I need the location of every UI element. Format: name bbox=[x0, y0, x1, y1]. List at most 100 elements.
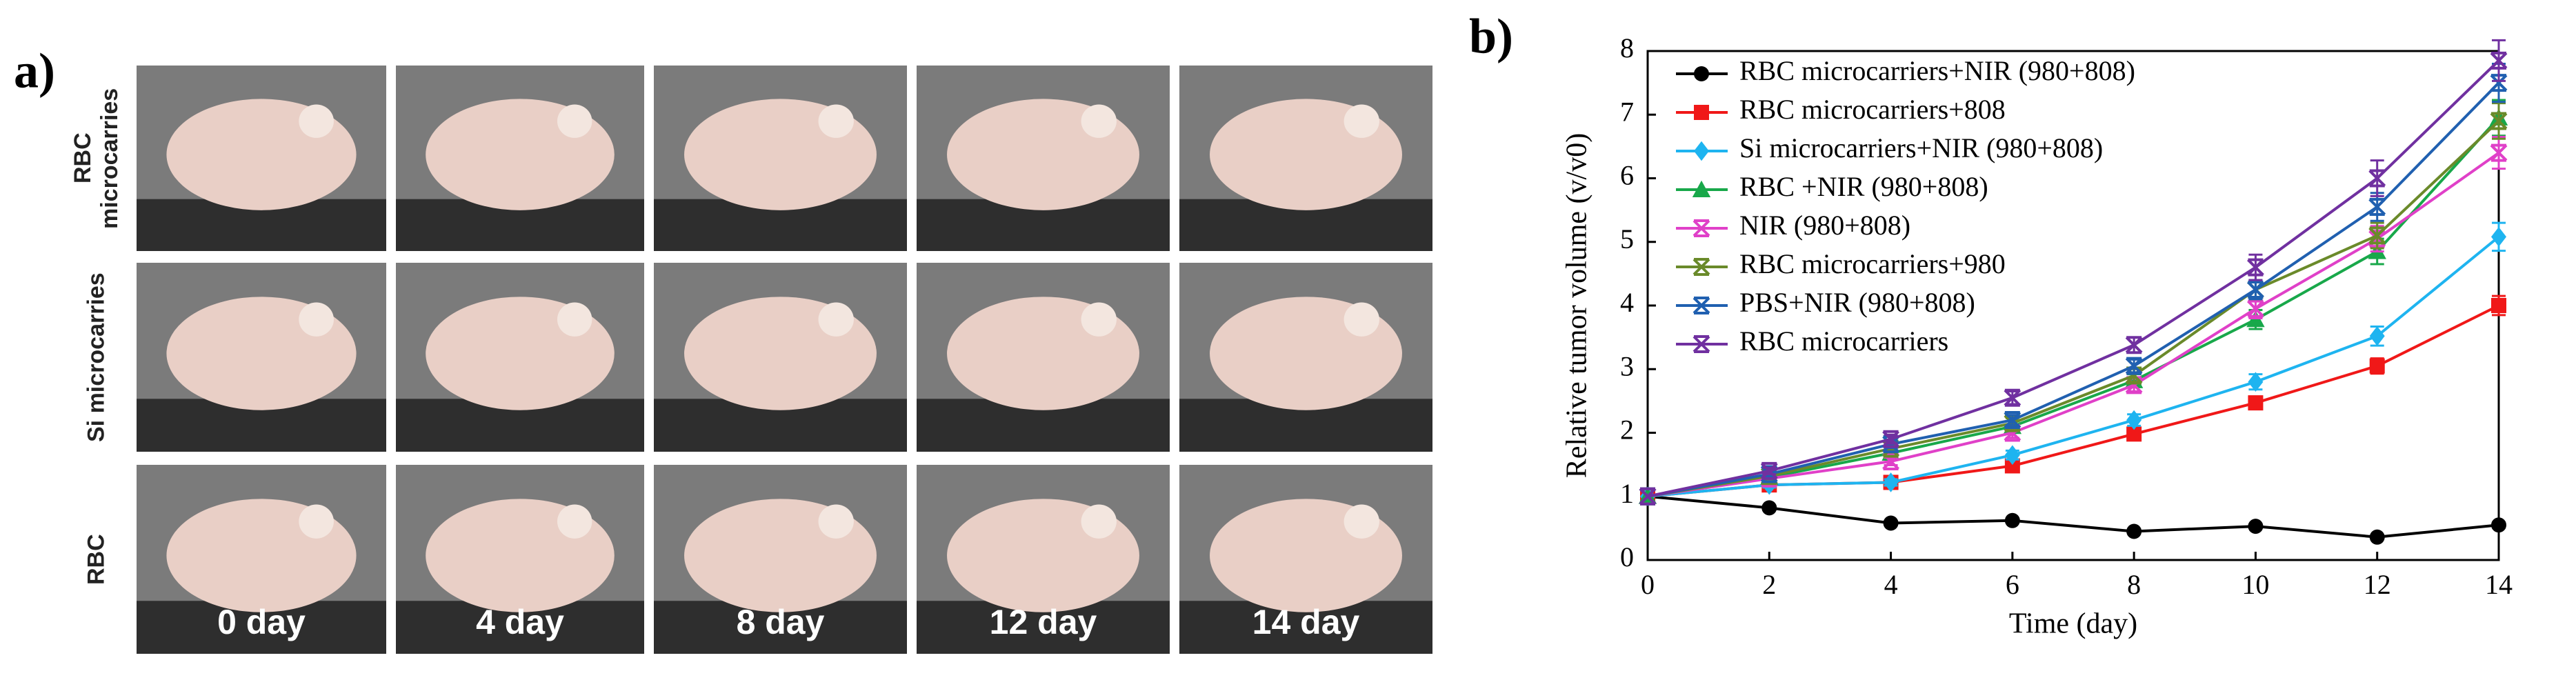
mouse-ear bbox=[818, 104, 854, 138]
panel-label: a) bbox=[14, 43, 55, 99]
marker bbox=[2247, 258, 2264, 277]
mouse-ear bbox=[1081, 104, 1117, 138]
marker bbox=[2248, 395, 2264, 411]
y-tick-label: 2 bbox=[1620, 414, 1634, 446]
marker bbox=[2491, 517, 2506, 533]
marker bbox=[2004, 388, 2021, 407]
day-label: 0 day bbox=[217, 603, 306, 641]
marker bbox=[2126, 426, 2142, 442]
mouse-ear bbox=[557, 302, 592, 337]
mouse-ear bbox=[818, 504, 854, 539]
y-tick-label: 6 bbox=[1620, 160, 1634, 191]
y-tick-label: 1 bbox=[1620, 478, 1634, 509]
mouse-ear bbox=[1344, 104, 1379, 138]
legend-label: NIR (980+808) bbox=[1739, 210, 1910, 241]
row-label: RBC microcarries bbox=[70, 88, 123, 229]
y-tick-label: 7 bbox=[1620, 96, 1634, 127]
marker bbox=[1694, 141, 1709, 161]
marker bbox=[2125, 366, 2143, 385]
marker bbox=[2369, 326, 2385, 346]
y-tick-label: 4 bbox=[1620, 287, 1634, 318]
marker bbox=[2004, 512, 2020, 528]
marker bbox=[2368, 226, 2386, 245]
series-line bbox=[1647, 81, 2500, 498]
marker bbox=[2004, 458, 2020, 474]
panel-label: b) bbox=[1469, 9, 1513, 64]
x-tick-label: 8 bbox=[2127, 569, 2141, 600]
series-line bbox=[1647, 235, 2500, 498]
x-tick-label: 14 bbox=[2485, 569, 2513, 600]
x-tick-label: 6 bbox=[2006, 569, 2019, 600]
legend-label: RBC microcarriers+980 bbox=[1739, 248, 2006, 279]
mouse-ear bbox=[557, 504, 592, 539]
y-tick-label: 8 bbox=[1620, 32, 1634, 63]
legend-label: Si microcarriers+NIR (980+808) bbox=[1739, 132, 2103, 163]
mouse-ear bbox=[299, 302, 334, 337]
y-tick-label: 3 bbox=[1620, 350, 1634, 381]
y-tick-label: 0 bbox=[1620, 541, 1634, 572]
row-label-box: RBC microcarries bbox=[70, 88, 123, 229]
mouse-ear bbox=[1081, 302, 1117, 337]
marker bbox=[1760, 461, 1778, 480]
marker bbox=[2247, 280, 2264, 299]
x-tick-label: 4 bbox=[1884, 569, 1898, 600]
marker bbox=[1693, 335, 1710, 353]
series-line bbox=[1647, 120, 2500, 498]
marker bbox=[2004, 423, 2021, 442]
marker bbox=[1693, 219, 1710, 237]
legend-label: RBC microcarriers+NIR (980+808) bbox=[1739, 55, 2135, 86]
x-tick-label: 0 bbox=[1641, 569, 1655, 600]
mouse-ear bbox=[1081, 504, 1117, 539]
marker bbox=[1883, 515, 1899, 531]
marker bbox=[2369, 529, 2385, 545]
mouse-ear bbox=[818, 302, 854, 337]
legend-label: RBC +NIR (980+808) bbox=[1739, 171, 1988, 202]
marker bbox=[1882, 430, 1899, 448]
marker bbox=[1693, 258, 1710, 276]
marker bbox=[1693, 297, 1710, 314]
series-line bbox=[1647, 151, 2500, 498]
marker bbox=[2490, 112, 2508, 130]
legend-label: RBC microcarriers+808 bbox=[1739, 94, 2006, 125]
day-label: 8 day bbox=[737, 603, 825, 641]
marker bbox=[2368, 198, 2386, 217]
day-label: 14 day bbox=[1252, 603, 1360, 641]
day-label: 12 day bbox=[990, 603, 1097, 641]
x-axis-label: Time (day) bbox=[2009, 608, 2137, 640]
marker bbox=[2368, 169, 2386, 188]
marker bbox=[1639, 487, 1657, 506]
legend-label: RBC microcarriers bbox=[1739, 326, 1948, 357]
marker bbox=[1882, 452, 1899, 471]
legend-label: PBS+NIR (980+808) bbox=[1739, 287, 1975, 318]
mouse-ear bbox=[1344, 302, 1379, 337]
marker bbox=[1692, 180, 1711, 197]
y-axis-label: Relative tumor volume (v/v0) bbox=[1561, 133, 1593, 478]
marker bbox=[2125, 376, 2143, 394]
marker bbox=[1883, 472, 1899, 492]
marker bbox=[1694, 66, 1709, 81]
marker bbox=[2490, 143, 2508, 162]
x-tick-label: 2 bbox=[1762, 569, 1776, 600]
marker bbox=[2126, 523, 2142, 539]
row-label: Si microcarries bbox=[83, 272, 110, 442]
series-line bbox=[1647, 59, 2500, 498]
mouse-ear bbox=[557, 104, 592, 138]
marker bbox=[2248, 519, 2264, 534]
day-label: 4 day bbox=[476, 603, 564, 641]
y-tick-label: 5 bbox=[1620, 223, 1634, 254]
marker bbox=[2490, 74, 2508, 92]
mouse-ear bbox=[1344, 504, 1379, 539]
marker bbox=[2125, 336, 2143, 354]
row-label: RBC bbox=[83, 534, 110, 585]
marker bbox=[1694, 105, 1709, 120]
series-line bbox=[1647, 494, 2499, 539]
marker bbox=[1761, 500, 1777, 516]
mouse-ear bbox=[299, 504, 334, 539]
series-line bbox=[1647, 117, 2500, 498]
x-tick-label: 10 bbox=[2241, 569, 2269, 600]
marker bbox=[2491, 298, 2506, 313]
marker bbox=[2247, 299, 2264, 318]
marker bbox=[2491, 227, 2506, 247]
row-label-box: RBC bbox=[83, 534, 110, 585]
